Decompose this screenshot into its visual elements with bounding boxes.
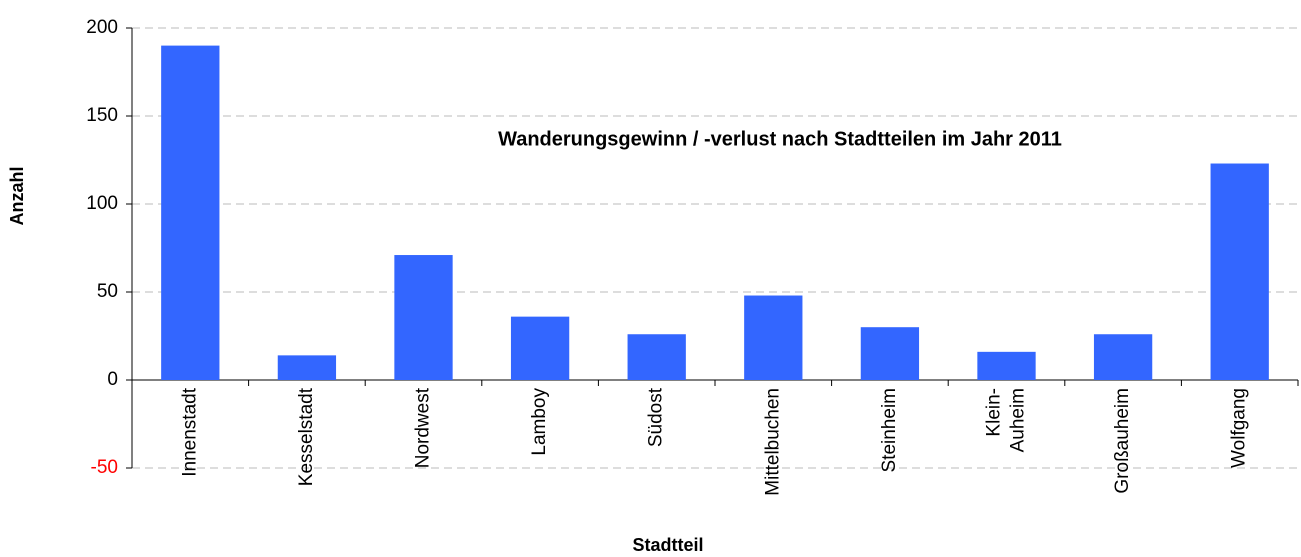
x-tick-label: Südost — [646, 387, 667, 447]
y-axis-label: Anzahl — [7, 166, 27, 225]
bar — [860, 327, 920, 380]
bar — [1093, 334, 1153, 380]
x-tick-label: Lamboy — [529, 388, 550, 456]
x-tick-label: Nordwest — [413, 387, 434, 468]
x-tick-label: Innenstadt — [179, 387, 200, 476]
x-tick-label: Mittelbuchen — [762, 388, 783, 496]
y-tick-label: 100 — [86, 193, 118, 214]
bar — [394, 255, 453, 380]
x-tick-label: Steinheim — [879, 388, 900, 473]
chart-title: Wanderungsgewinn / -verlust nach Stadtte… — [498, 128, 1062, 150]
y-tick-label: 200 — [86, 17, 118, 38]
x-tick-label: Kesselstadt — [296, 387, 317, 486]
x-tick-label: Klein- Auheim — [984, 388, 1029, 452]
bar — [627, 334, 686, 380]
bar — [277, 355, 337, 380]
bar — [977, 351, 1036, 380]
bar — [1210, 163, 1269, 380]
y-tick-label: 150 — [86, 105, 118, 126]
y-tick-label: -50 — [91, 457, 118, 478]
y-tick-label: 0 — [107, 369, 118, 390]
bar — [510, 316, 570, 380]
x-tick-label: Großauheim — [1112, 388, 1133, 494]
y-tick-label: 50 — [97, 281, 118, 302]
x-axis-label: Stadtteil — [632, 535, 703, 555]
bar — [161, 45, 220, 380]
bar — [744, 295, 803, 380]
x-tick-label: Wolfgang — [1229, 388, 1250, 468]
